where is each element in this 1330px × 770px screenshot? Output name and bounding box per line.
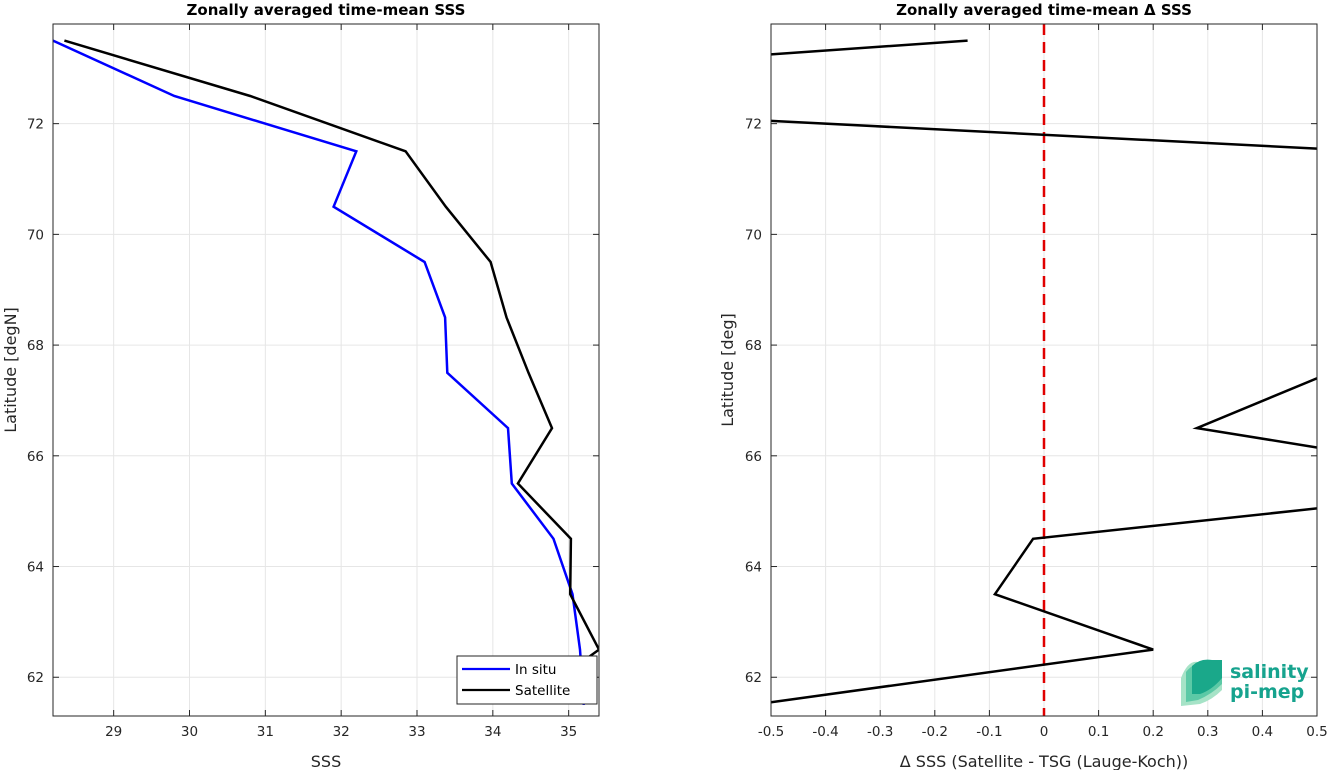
y-tick-label: 64 bbox=[745, 560, 762, 576]
legend-box bbox=[456, 655, 598, 705]
legend-satellite-label: Satellite bbox=[515, 683, 570, 699]
logo-wave-icon bbox=[1181, 659, 1222, 706]
left-y-axis-label: Latitude [degN] bbox=[1, 307, 20, 433]
right-plot-frame bbox=[770, 23, 1318, 717]
x-tick-label: -0.4 bbox=[812, 724, 838, 740]
y-tick-label: 72 bbox=[745, 117, 762, 133]
right-panel: -0.5 -0.4 -0.3 -0.2 -0.1 0 0.1 0.2 0.3 0.4 0.5 62 64… bbox=[718, 1, 1328, 770]
x-tick-label: 0.5 bbox=[1306, 724, 1327, 740]
y-tick-label: 72 bbox=[27, 117, 44, 133]
satellite-line bbox=[64, 39, 599, 662]
y-tick-label: 62 bbox=[27, 670, 44, 686]
x-tick-label: 0.2 bbox=[1142, 724, 1163, 740]
y-tick-label: 70 bbox=[745, 227, 762, 243]
y-tick-label: 68 bbox=[745, 338, 762, 354]
right-ticks: -0.5 -0.4 -0.3 -0.2 -0.1 0 0.1 0.2 0.3 0.4 0.5 62 64… bbox=[745, 24, 1328, 740]
x-tick-label: 31 bbox=[257, 724, 274, 740]
right-chart-title: Zonally averaged time-mean Δ SSS bbox=[896, 1, 1192, 19]
left-plot-frame bbox=[52, 23, 600, 717]
y-tick-label: 62 bbox=[745, 670, 762, 686]
x-tick-label: 29 bbox=[105, 724, 122, 740]
y-tick-label: 68 bbox=[27, 338, 44, 354]
right-x-axis-label: Δ SSS (Satellite - TSG (Lauge-Koch)) bbox=[900, 752, 1189, 770]
left-panel: 29 30 31 32 33 34 35 62 64 66 68 70 72 Zonally avera… bbox=[1, 1, 600, 770]
right-y-axis-label: Latitude [deg] bbox=[718, 313, 737, 427]
left-ticks: 29 30 31 32 33 34 35 62 64 66 68 70 72 bbox=[27, 24, 599, 740]
legend-in-situ-label: In situ bbox=[515, 662, 556, 678]
y-tick-label: 66 bbox=[745, 449, 762, 465]
x-tick-label: 34 bbox=[484, 724, 501, 740]
x-tick-label: -0.3 bbox=[867, 724, 893, 740]
left-x-axis-label: SSS bbox=[311, 752, 341, 770]
y-tick-label: 70 bbox=[27, 227, 44, 243]
x-tick-label: 0.1 bbox=[1088, 724, 1109, 740]
y-tick-label: 66 bbox=[27, 449, 44, 465]
left-chart-title: Zonally averaged time-mean SSS bbox=[187, 1, 466, 19]
x-tick-label: 30 bbox=[181, 724, 198, 740]
logo-line-1: salinity bbox=[1230, 661, 1309, 683]
x-tick-label: 0.3 bbox=[1197, 724, 1218, 740]
legend: In situ Satellite bbox=[456, 655, 598, 705]
x-tick-label: 0 bbox=[1040, 724, 1049, 740]
x-tick-label: 0.4 bbox=[1252, 724, 1273, 740]
right-series bbox=[771, 39, 1317, 704]
in-situ-line bbox=[53, 39, 586, 705]
x-tick-label: -0.1 bbox=[976, 724, 1002, 740]
y-tick-label: 64 bbox=[27, 560, 44, 576]
x-tick-label: 33 bbox=[408, 724, 425, 740]
x-tick-label: 35 bbox=[560, 724, 577, 740]
logo-line-2: pi-mep bbox=[1230, 681, 1304, 703]
x-tick-label: 32 bbox=[333, 724, 350, 740]
salinity-pimep-logo: salinity pi-mep bbox=[1181, 659, 1309, 706]
series-0-line bbox=[771, 39, 1317, 704]
left-grid bbox=[53, 24, 599, 716]
x-tick-label: -0.2 bbox=[922, 724, 948, 740]
left-series bbox=[53, 39, 599, 705]
x-tick-label: -0.5 bbox=[758, 724, 784, 740]
